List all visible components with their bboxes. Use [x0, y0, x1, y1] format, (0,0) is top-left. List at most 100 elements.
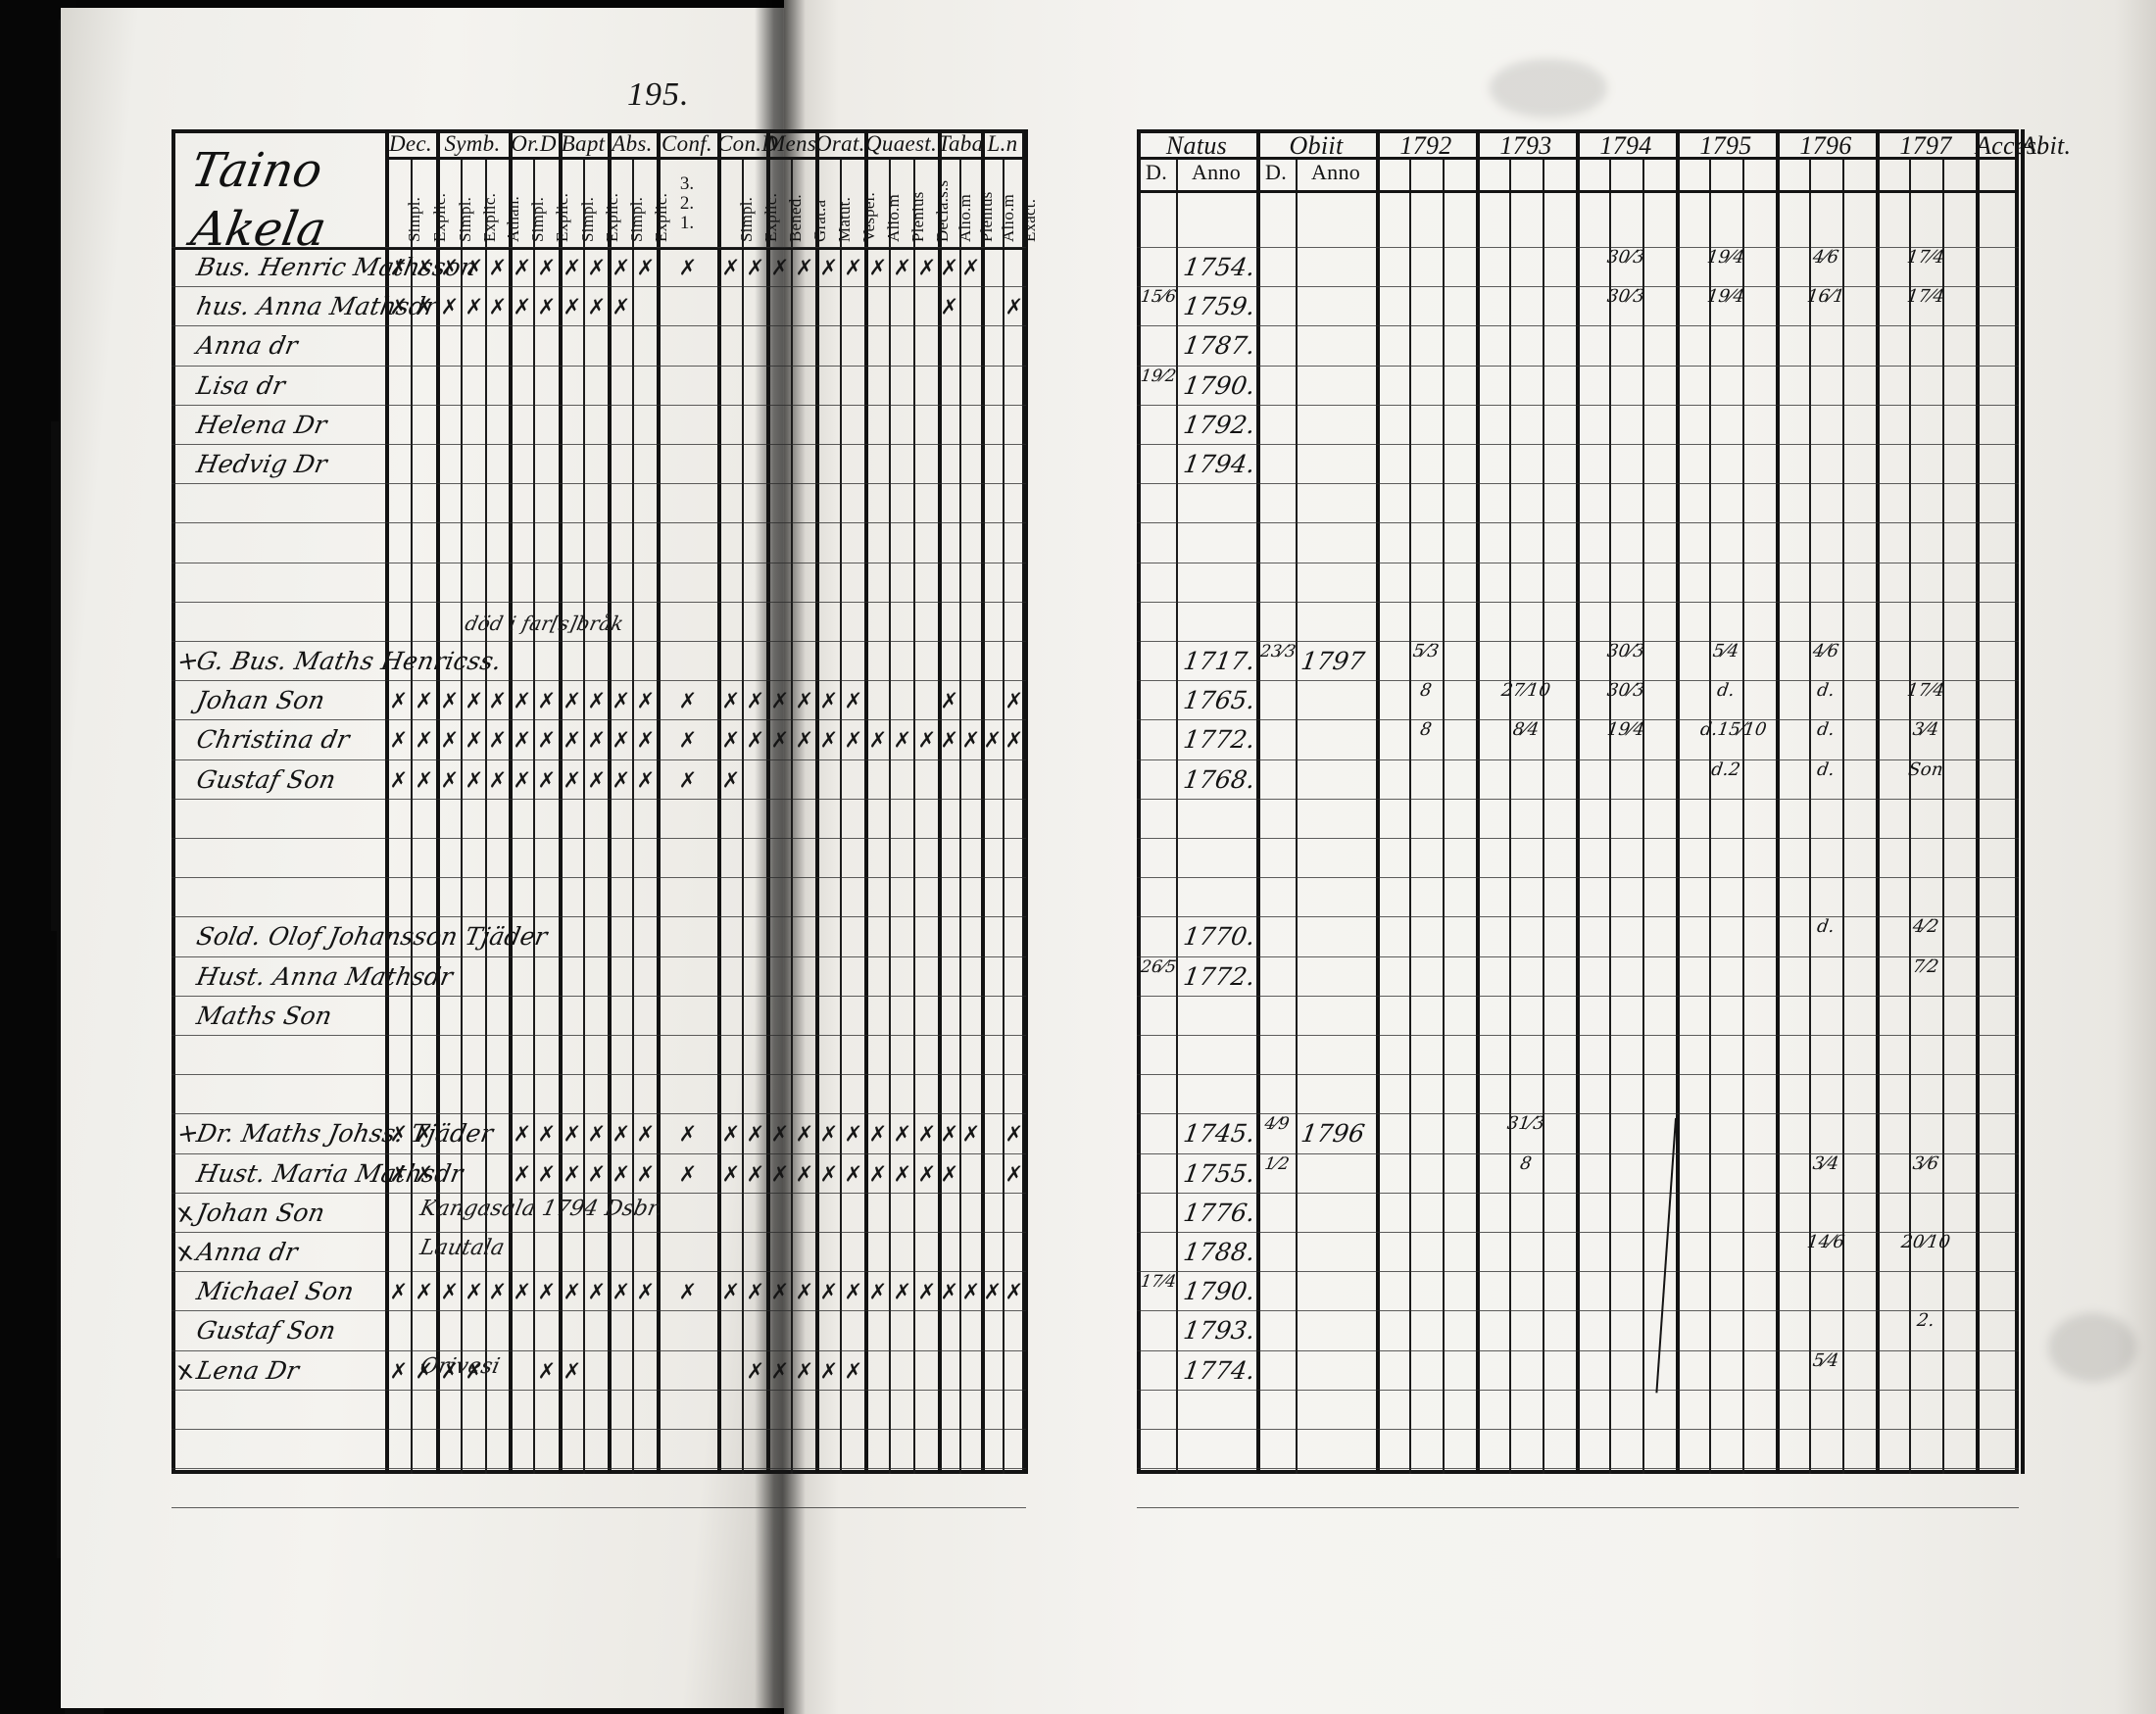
sacrament-mark: ✗ [818, 727, 839, 753]
sacrament-mark: ✗ [892, 1121, 912, 1147]
sacrament-mark: ✗ [488, 255, 508, 280]
sacrament-mark: ✗ [586, 255, 607, 280]
sacrament-mark: ✗ [940, 727, 959, 753]
sacrament-mark: ✗ [415, 255, 434, 280]
row-rule [172, 719, 1026, 721]
col-divider [1003, 157, 1004, 1474]
sacrament-mark: ✗ [720, 1161, 741, 1187]
col-divider [1543, 157, 1544, 1474]
sacrament-mark: ✗ [562, 727, 582, 753]
natus-year: 1792. [1181, 410, 1257, 439]
col-header-1795: 1795 [1699, 131, 1752, 160]
col-divider [1709, 157, 1711, 1474]
sacrament-mark: ✗ [611, 727, 631, 753]
header-bottom-rule [172, 247, 1026, 250]
communion-entry-1796: 5⁄4 [1811, 1349, 1840, 1371]
col-group-divider [864, 129, 868, 1474]
sacrament-mark: ✗ [439, 294, 460, 319]
col-divider [1609, 157, 1611, 1474]
sacrament-mark: ✗ [562, 255, 582, 280]
name-col-divider [385, 129, 389, 1474]
sacrament-mark: ✗ [794, 1358, 814, 1384]
sacrament-mark: ✗ [794, 1121, 814, 1147]
village-title-line1: Taino [187, 143, 327, 198]
sacrament-mark: ✗ [940, 1279, 959, 1304]
sacrament-mark: ✗ [916, 1279, 937, 1304]
row-rule [172, 1429, 1026, 1430]
natus-year: 1787. [1181, 331, 1257, 361]
communion-entry-1797: 20⁄10 [1899, 1232, 1952, 1252]
row-rule [1137, 1271, 2019, 1273]
sacrament-mark: ✗ [586, 1279, 607, 1304]
row-rule [1137, 1507, 2019, 1509]
sacrament-mark: ✗ [940, 1121, 959, 1147]
sacrament-mark: ✗ [983, 1279, 1003, 1304]
communion-entry-1796: 4⁄6 [1811, 247, 1840, 268]
row-rule [172, 522, 1026, 524]
sacrament-mark: ✗ [745, 255, 765, 280]
col-divider [461, 157, 463, 1474]
sacrament-mark: ✗ [537, 767, 557, 793]
sacrament-mark: ✗ [940, 688, 959, 713]
col-divider [533, 157, 535, 1474]
natus-year: 1768. [1181, 764, 1257, 794]
sacrament-mark: ✗ [892, 1161, 912, 1187]
col-header-1797: 1797 [1899, 131, 1952, 160]
row-rule [1137, 325, 2019, 327]
sacrament-mark: ✗ [745, 1121, 765, 1147]
row-rule [1137, 1468, 2019, 1470]
sacrament-mark: ✗ [562, 1279, 582, 1304]
sacrament-mark: ✗ [678, 1121, 698, 1147]
communion-entry-1797: 17⁄4 [1905, 286, 1946, 308]
member-name: Anna dr [194, 1238, 301, 1266]
sacrament-mark: ✗ [586, 767, 607, 793]
col-header-conf: Conf. [662, 131, 712, 156]
col-subheader-vesper: Vesper. [858, 192, 878, 242]
col-subheader-d: D. [1265, 160, 1287, 184]
row-rule [1137, 719, 2019, 721]
communion-entry-1796: 4⁄6 [1811, 641, 1840, 661]
sacrament-mark: ✗ [635, 255, 656, 280]
sacrament-mark: ✗ [537, 294, 557, 319]
sacrament-mark: ✗ [464, 294, 484, 319]
natus-year: 1770. [1181, 922, 1257, 952]
col-header-abit: Abit. [2021, 131, 2072, 160]
sacrament-mark: ✗ [818, 1279, 839, 1304]
obiit-day: 1⁄2 [1263, 1153, 1292, 1174]
col-divider [485, 157, 487, 1474]
row-rule [1137, 838, 2019, 839]
col-header-obiit: Obiit [1289, 131, 1344, 160]
row-rule [1137, 1429, 2019, 1430]
communion-entry-1797: 2. [1915, 1310, 1936, 1332]
communion-entry-1795: 5⁄4 [1711, 641, 1740, 661]
sacrament-mark: ✗ [635, 1161, 656, 1187]
sacrament-mark: ✗ [818, 255, 839, 280]
sacrament-mark: ✗ [439, 255, 460, 280]
row-rule [172, 247, 1026, 248]
member-name: Helena Dr [194, 410, 329, 439]
col-group-divider [2021, 129, 2025, 1474]
row-rule [1137, 1035, 2019, 1036]
row-rule [172, 759, 1026, 760]
col-divider [1942, 157, 1944, 1474]
sacrament-mark: ✗ [415, 1161, 434, 1187]
col-subheader-athan: Athan. [504, 196, 522, 242]
sacrament-mark: ✗ [439, 727, 460, 753]
row-rule [172, 916, 1026, 918]
sacrament-mark: ✗ [488, 294, 508, 319]
communion-entry-1796: 3⁄4 [1811, 1152, 1840, 1174]
sacrament-mark: ✗ [389, 1121, 409, 1147]
member-name: Sold. Olof Johansson Tjäder [194, 922, 551, 952]
row-rule [172, 1035, 1026, 1036]
col-subheader-anno: Anno [1310, 160, 1361, 184]
communion-entry-1796: 14⁄6 [1805, 1232, 1846, 1252]
sacrament-mark: ✗ [586, 294, 607, 319]
col-subheader-grata: Grat.a [809, 199, 829, 242]
row-rule [1137, 483, 2019, 485]
sacrament-mark: ✗ [611, 1121, 631, 1147]
col-group-divider [1776, 129, 1780, 1474]
row-rule [172, 325, 1026, 327]
sacrament-mark: ✗ [611, 1279, 631, 1304]
member-name: Bus. Henric Mathsson [194, 253, 480, 281]
